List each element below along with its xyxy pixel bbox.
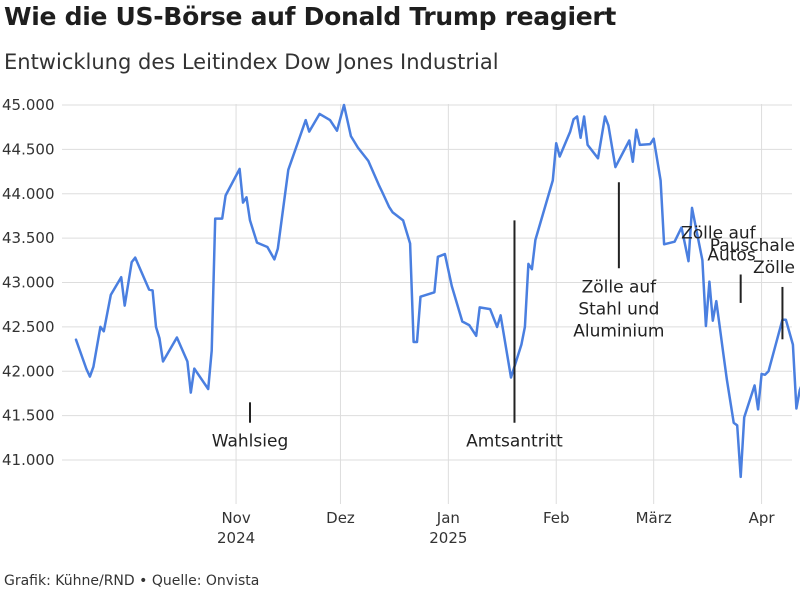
x-tick-label: 2024 (217, 529, 255, 547)
y-tick-label: 41.000 (2, 451, 55, 469)
y-tick-label: 44.000 (2, 185, 55, 203)
x-tick-label: März (636, 509, 672, 527)
y-tick-label: 44.500 (2, 140, 55, 158)
annotation-label: Amtsantritt (466, 432, 563, 452)
x-tick-label: Jan (436, 509, 460, 527)
annotation-label: Wahlsieg (212, 432, 288, 452)
annotation-label: Zölle (753, 258, 795, 278)
x-tick-label: Apr (749, 509, 776, 527)
annotation-label: Pauschale (710, 236, 795, 256)
x-tick-label: Nov (221, 509, 250, 527)
page-title: Wie die US-Börse auf Donald Trump reagie… (4, 2, 617, 31)
annotation-label: Zölle auf (582, 277, 658, 297)
x-tick-label: Feb (543, 509, 570, 527)
page-subtitle: Entwicklung des Leitindex Dow Jones Indu… (4, 50, 499, 74)
y-tick-label: 41.500 (2, 407, 55, 425)
annotation-label: Aluminium (573, 321, 664, 341)
y-tick-label: 45.000 (2, 96, 55, 114)
x-tick-label: 2025 (429, 529, 467, 547)
y-tick-label: 42.500 (2, 318, 55, 336)
y-tick-label: 43.000 (2, 274, 55, 292)
annotation-label: Zölle auf (681, 224, 757, 244)
source-credit: Grafik: Kühne/RND • Quelle: Onvista (4, 573, 260, 589)
annotation-label: Stahl und (578, 299, 659, 319)
x-tick-label: Dez (326, 509, 355, 527)
y-tick-label: 42.000 (2, 362, 55, 380)
dow-jones-line (74, 103, 800, 479)
y-tick-label: 43.500 (2, 229, 55, 247)
annotation-label: Autos (707, 246, 755, 266)
